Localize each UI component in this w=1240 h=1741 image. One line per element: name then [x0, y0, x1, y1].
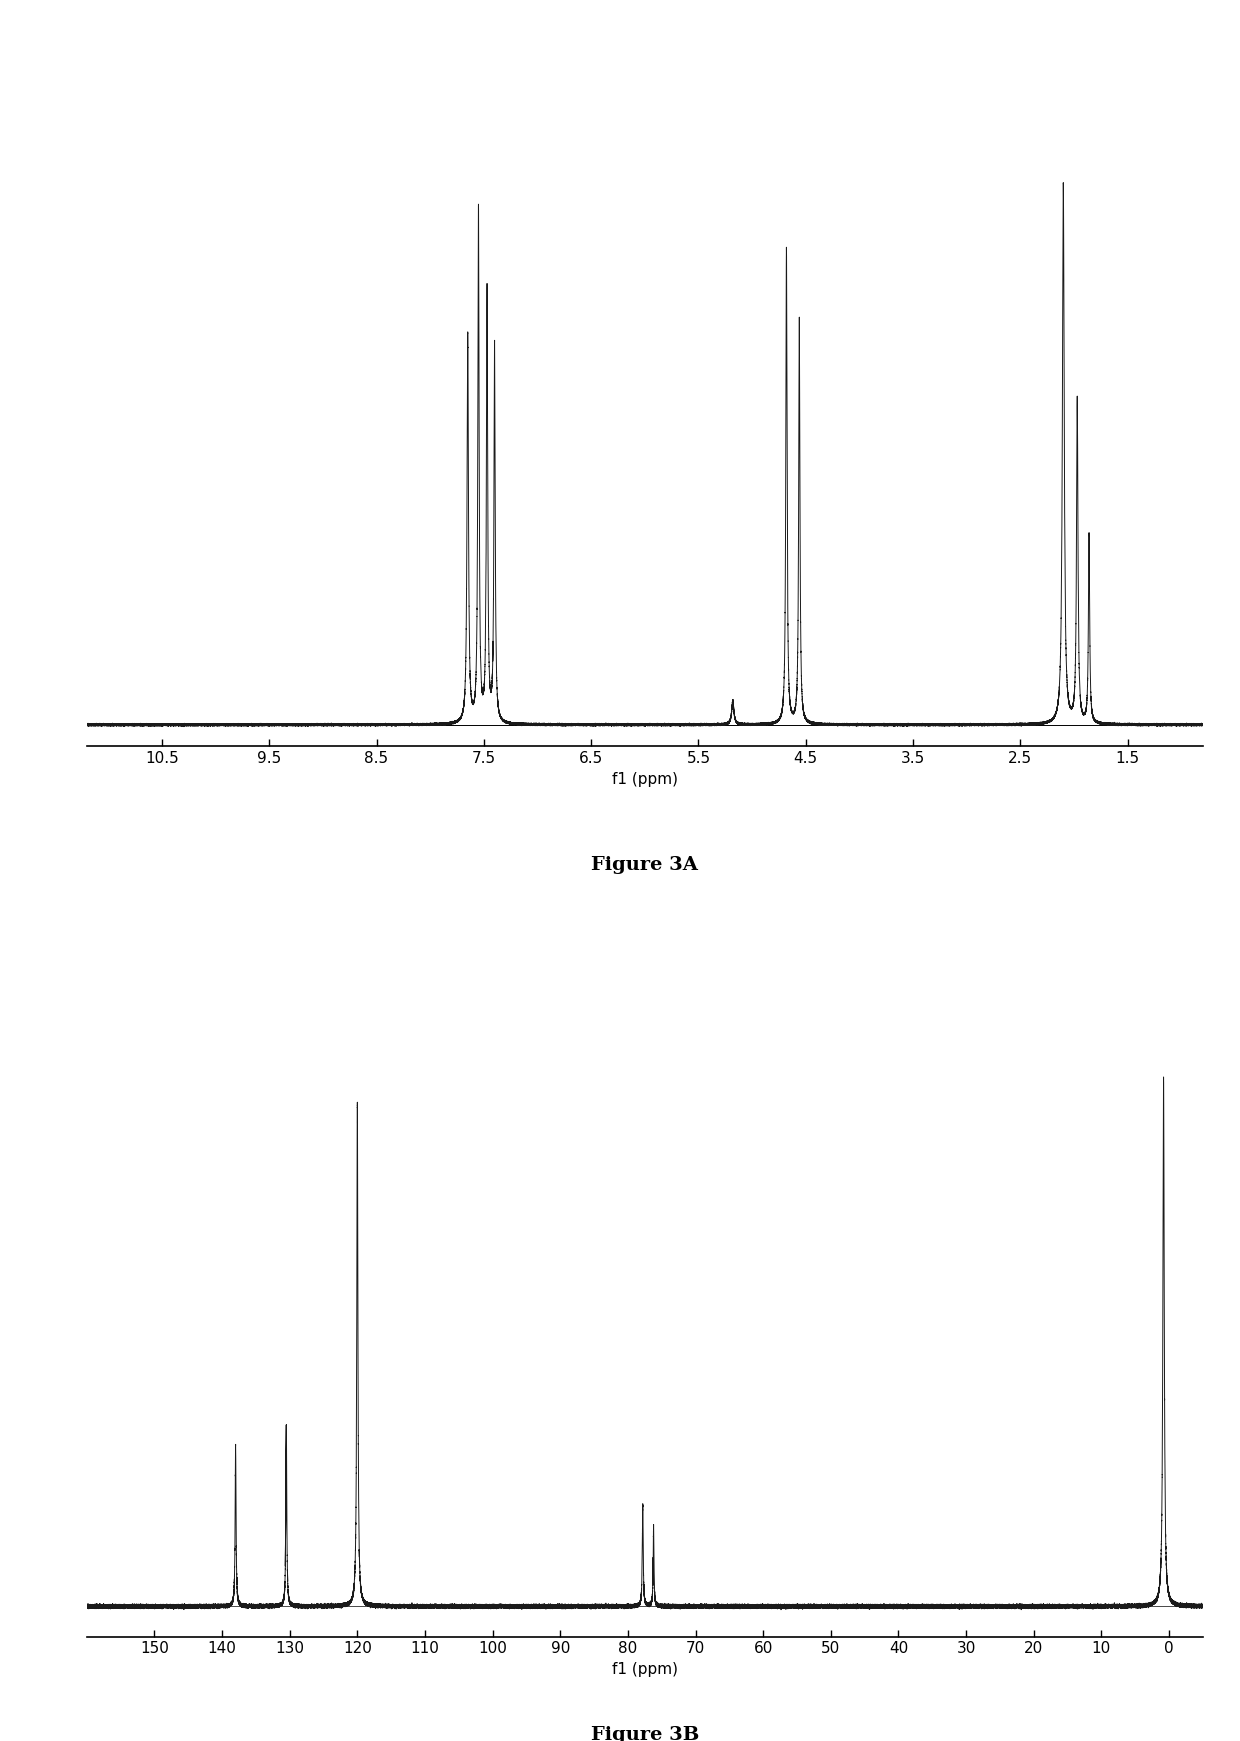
X-axis label: f1 (ppm): f1 (ppm)	[611, 771, 678, 787]
Text: Figure 3B: Figure 3B	[590, 1727, 699, 1741]
X-axis label: f1 (ppm): f1 (ppm)	[611, 1663, 678, 1677]
Text: Figure 3A: Figure 3A	[591, 857, 698, 874]
